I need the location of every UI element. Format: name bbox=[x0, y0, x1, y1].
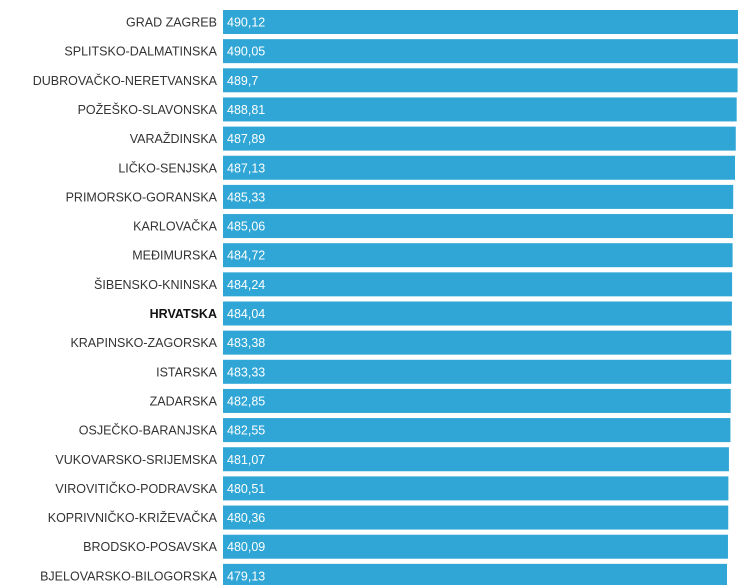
bar bbox=[223, 39, 738, 64]
value-label: 482,85 bbox=[227, 394, 265, 408]
value-label: 480,51 bbox=[227, 482, 265, 496]
bar bbox=[223, 330, 732, 355]
value-label: 490,12 bbox=[227, 16, 265, 30]
bar bbox=[223, 476, 729, 501]
category-label: KRAPINSKO-ZAGORSKA bbox=[70, 336, 217, 350]
category-label: HRVATSKA bbox=[150, 307, 217, 321]
category-label: PRIMORSKO-GORANSKA bbox=[66, 190, 218, 204]
category-label: VARAŽDINSKA bbox=[130, 131, 218, 146]
bar bbox=[223, 534, 728, 559]
value-label: 484,72 bbox=[227, 249, 265, 263]
bar bbox=[223, 563, 727, 585]
bar bbox=[223, 418, 731, 443]
bar bbox=[223, 155, 736, 180]
bar bbox=[223, 301, 732, 326]
category-label: SPLITSKO-DALMATINSKA bbox=[64, 45, 217, 59]
value-label: 487,89 bbox=[227, 132, 265, 146]
value-label: 482,55 bbox=[227, 424, 265, 438]
bar bbox=[223, 505, 729, 530]
value-label: 485,06 bbox=[227, 220, 265, 234]
category-label: ISTARSKA bbox=[156, 365, 218, 379]
category-label: VUKOVARSKO-SRIJEMSKA bbox=[55, 453, 217, 467]
value-label: 479,13 bbox=[227, 569, 265, 583]
category-label: DUBROVAČKO-NERETVANSKA bbox=[33, 73, 218, 88]
value-label: 489,7 bbox=[227, 74, 258, 88]
bar bbox=[223, 126, 736, 151]
value-label: 480,09 bbox=[227, 540, 265, 554]
category-label: VIROVITIČKO-PODRAVSKA bbox=[55, 481, 217, 496]
value-label: 490,05 bbox=[227, 45, 265, 59]
bar bbox=[223, 10, 738, 34]
category-label: LIČKO-SENJSKA bbox=[118, 160, 217, 175]
category-label: MEĐIMURSKA bbox=[132, 249, 217, 263]
bar bbox=[223, 97, 737, 122]
bar bbox=[223, 68, 738, 93]
category-label: GRAD ZAGREB bbox=[126, 16, 217, 30]
value-label: 483,33 bbox=[227, 365, 265, 379]
value-label: 484,24 bbox=[227, 278, 265, 292]
category-label: ŠIBENSKO-KNINSKA bbox=[94, 277, 218, 292]
category-label: OSJEČKO-BARANJSKA bbox=[79, 423, 218, 438]
value-label: 481,07 bbox=[227, 453, 265, 467]
bar bbox=[223, 184, 734, 209]
bar bbox=[223, 243, 733, 268]
category-label: POŽEŠKO-SLAVONSKA bbox=[78, 102, 218, 117]
bar bbox=[223, 214, 733, 239]
value-label: 483,38 bbox=[227, 336, 265, 350]
value-label: 480,36 bbox=[227, 511, 265, 525]
bar bbox=[223, 447, 729, 472]
category-label: KARLOVAČKA bbox=[133, 219, 217, 234]
value-label: 485,33 bbox=[227, 190, 265, 204]
category-label: BRODSKO-POSAVSKA bbox=[83, 540, 217, 554]
value-label: 484,04 bbox=[227, 307, 265, 321]
bar bbox=[223, 388, 731, 413]
value-label: 488,81 bbox=[227, 103, 265, 117]
bar bbox=[223, 272, 733, 297]
category-label: KOPRIVNIČKO-KRIŽEVAČKA bbox=[48, 510, 218, 525]
category-label: ZADARSKA bbox=[150, 394, 218, 408]
value-label: 487,13 bbox=[227, 161, 265, 175]
category-label: BJELOVARSKO-BILOGORSKA bbox=[40, 569, 218, 583]
bar bbox=[223, 359, 732, 384]
